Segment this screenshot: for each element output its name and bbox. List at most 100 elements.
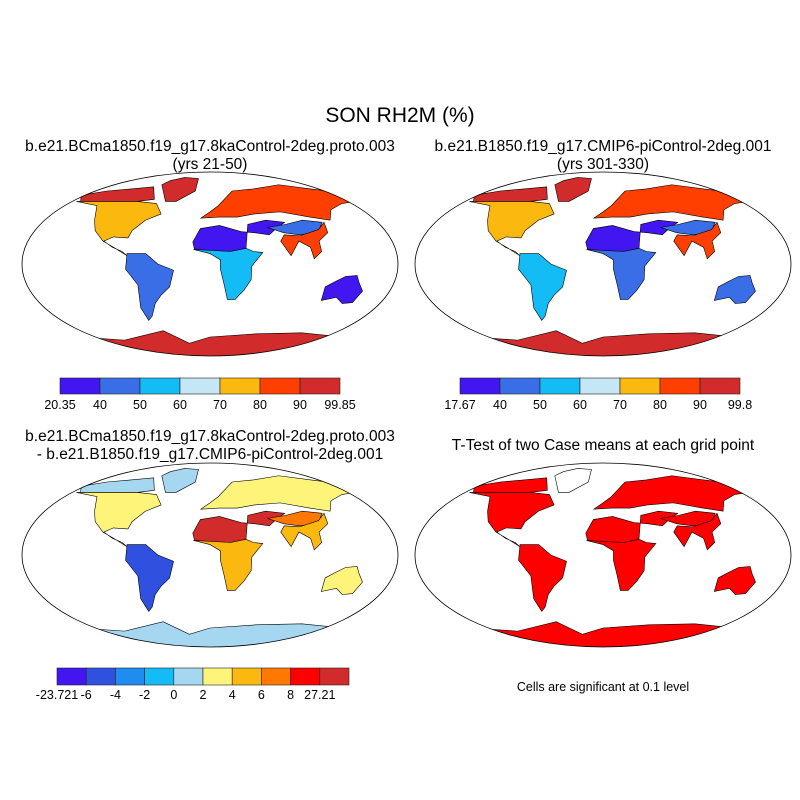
colorbar-box: [539, 377, 581, 395]
colorbar-label: -23.721: [36, 688, 78, 702]
region-sahara: [192, 219, 286, 252]
panel-2-title: b.e21.B1850.f19_g17.CMIP6-piControl-2deg…: [403, 138, 800, 174]
region-australia: [713, 275, 756, 304]
colorbar-2: 17.67 40 50 60 70 80 90 99.8: [444, 377, 752, 412]
colorbar-box: [699, 377, 741, 395]
colorbar-box: [202, 667, 233, 686]
region-sahara: [585, 510, 679, 543]
colorbar-label: 80: [253, 398, 267, 412]
colorbar-label: 0: [170, 688, 177, 702]
colorbar-box: [319, 667, 350, 686]
region-australia: [320, 566, 363, 595]
region-sahara: [192, 510, 286, 543]
colorbar-label: 40: [493, 398, 507, 412]
colorbar-label: 50: [533, 398, 547, 412]
panel-4-title: T-Test of two Case means at each grid po…: [403, 437, 800, 455]
region-eurasia_n: [592, 184, 750, 221]
colorbar-label: 40: [93, 398, 107, 412]
region-seasia: [280, 221, 329, 260]
colorbar-label: 20.35: [44, 398, 75, 412]
colorbar-label: 4: [229, 688, 236, 702]
region-arctic: [80, 477, 155, 493]
panel-1-title: b.e21.BCma1850.f19_g17.8kaControl-2deg.p…: [10, 138, 410, 174]
colorbar-label: 17.67: [444, 398, 475, 412]
region-southam: [125, 253, 174, 321]
colorbar-box: [179, 377, 221, 395]
panel-3-title: b.e21.BCma1850.f19_g17.8kaControl-2deg.p…: [10, 428, 410, 464]
map-boundary: [414, 171, 792, 357]
colorbar-box: [219, 377, 261, 395]
region-greenland: [161, 177, 199, 202]
colorbar-box: [659, 377, 701, 395]
region-arctic: [80, 186, 155, 202]
region-arctic: [473, 186, 548, 202]
colorbar-label: 90: [693, 398, 707, 412]
colorbar-label: 27.21: [304, 688, 335, 702]
map-panel-2: [414, 171, 792, 357]
map-boundary: [414, 462, 792, 648]
region-eurasia_n: [199, 184, 357, 221]
region-africa_s: [193, 539, 264, 591]
colorbar-label: -6: [81, 688, 92, 702]
region-seasia: [673, 221, 722, 260]
region-arctic: [473, 477, 548, 493]
region-africa_s: [586, 248, 657, 300]
colorbar-box: [259, 377, 301, 395]
colorbar-box: [261, 667, 291, 686]
colorbar-label: 60: [573, 398, 587, 412]
colorbar-1: 20.35 40 50 60 70 80 90 99.85: [44, 377, 356, 412]
region-southam: [518, 544, 567, 612]
colorbar-box: [619, 377, 661, 395]
colorbar-label: -2: [139, 688, 150, 702]
colorbar-box: [139, 377, 181, 395]
colorbar-label: 70: [613, 398, 627, 412]
colorbar-box: [85, 667, 116, 686]
colorbar-label: 6: [258, 688, 265, 702]
region-seasia: [280, 512, 329, 551]
map-boundary: [21, 462, 399, 648]
map-panel-3: [21, 462, 399, 648]
colorbar-box: [299, 377, 341, 395]
colorbar-box: [99, 377, 141, 395]
region-northam: [76, 492, 162, 547]
colorbar-label: 99.8: [728, 398, 752, 412]
colorbar-label: 99.85: [324, 398, 355, 412]
colorbar-3: -23.721 -6 -4 -2 0 2 4 6 8 27.21: [36, 667, 350, 702]
figure-title: SON RH2M (%): [325, 104, 475, 127]
panel-2-title-line2: (yrs 301-330): [556, 156, 650, 173]
colorbar-label: 8: [287, 688, 294, 702]
colorbar-box: [499, 377, 541, 395]
panel-1-title-line2: (yrs 21-50): [172, 156, 248, 173]
region-northam: [469, 492, 555, 547]
map-boundary: [21, 171, 399, 357]
region-northam: [76, 201, 162, 256]
region-australia: [320, 275, 363, 304]
colorbar-box: [56, 667, 87, 686]
map-panel-1: [21, 171, 399, 357]
significance-note: Cells are significant at 0.1 level: [516, 680, 690, 694]
region-greenland: [161, 468, 199, 493]
panel-3-title-line2: - b.e21.B1850.f19_g17.CMIP6-piControl-2d…: [36, 446, 384, 463]
colorbar-box: [459, 377, 501, 395]
colorbar-label: 70: [213, 398, 227, 412]
colorbar-box: [59, 377, 101, 395]
colorbar-label: -4: [110, 688, 121, 702]
panel-2-title-line1: b.e21.B1850.f19_g17.CMIP6-piControl-2deg…: [434, 138, 772, 155]
map-panel-4: [414, 462, 792, 648]
colorbar-box: [579, 377, 621, 395]
region-africa_s: [193, 248, 264, 300]
region-northam: [469, 201, 555, 256]
colorbar-box: [290, 667, 321, 686]
panel-1-title-line1: b.e21.BCma1850.f19_g17.8kaControl-2deg.p…: [25, 138, 395, 155]
colorbar-label: 2: [200, 688, 207, 702]
colorbar-label: 90: [293, 398, 307, 412]
colorbar-box: [115, 667, 145, 686]
region-africa_s: [586, 539, 657, 591]
colorbar-box: [173, 667, 204, 686]
colorbar-label: 50: [133, 398, 147, 412]
panel-4-title-line1: T-Test of two Case means at each grid po…: [451, 437, 755, 454]
region-greenland: [554, 468, 592, 493]
colorbar-label: 60: [173, 398, 187, 412]
